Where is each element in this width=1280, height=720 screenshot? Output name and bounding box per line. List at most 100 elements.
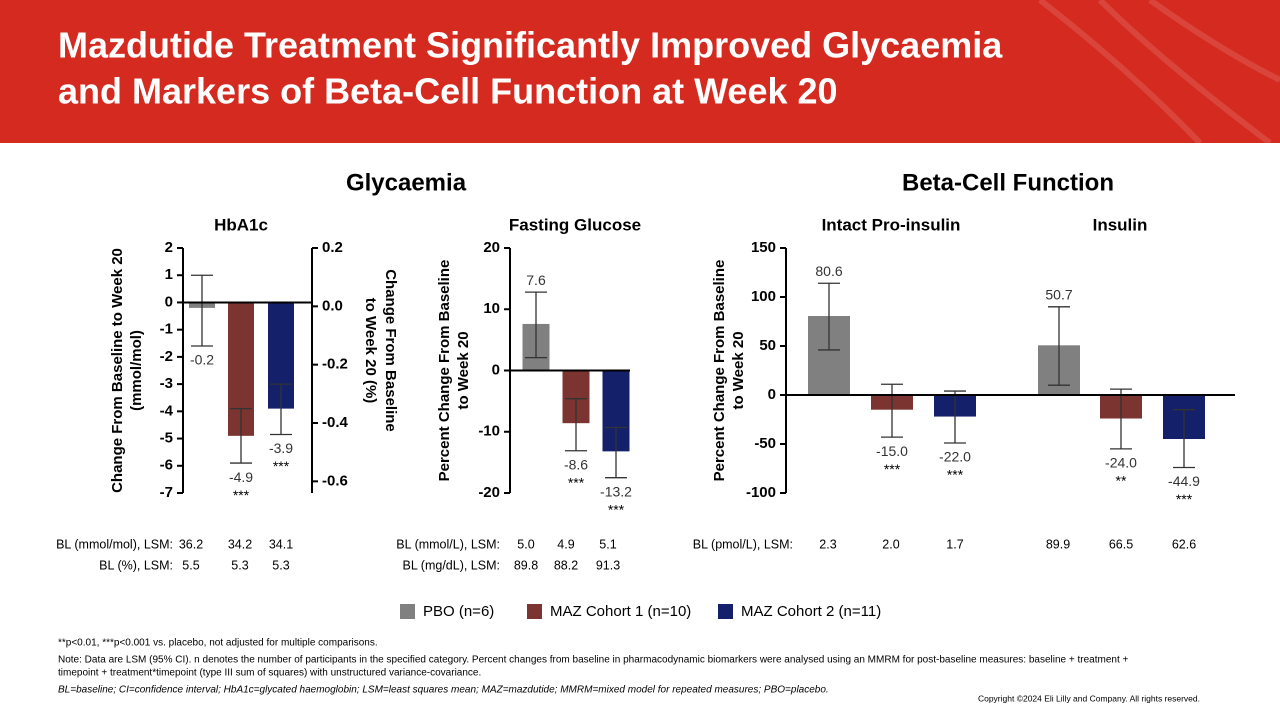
y-tick-label: 100 (751, 288, 776, 305)
y-tick-label: 20 (483, 239, 500, 256)
y-axis-label: to Week 20 (455, 331, 472, 409)
baseline-value: 88.2 (554, 558, 578, 572)
value-label: -3.9 (269, 440, 293, 456)
y-tick-label: -4 (160, 402, 174, 419)
error-bar (881, 383, 903, 438)
y2-tick-label: -0.2 (322, 356, 348, 373)
baseline-value: 36.2 (179, 537, 203, 551)
value-label: 50.7 (1045, 287, 1072, 303)
footnote: timepoint + treatment*timepoint (type II… (58, 668, 481, 679)
value-label: 7.6 (526, 272, 546, 288)
dna-decoration (1038, 0, 1280, 146)
value-label: -15.0 (876, 443, 908, 459)
baseline-value: 34.2 (228, 537, 252, 551)
footnote: Note: Data are LSM (95% CI). n denotes t… (58, 655, 1129, 666)
baseline-value: 5.0 (517, 537, 534, 551)
legend-swatch (527, 604, 542, 619)
y2-axis-label: to Week 20 (%) (362, 298, 379, 404)
y2-axis-label: Change From Baseline (382, 269, 399, 432)
chart-title: Fasting Glucose (509, 215, 641, 234)
y-axis-label: (mmol/mol) (128, 330, 145, 411)
significance: *** (568, 474, 585, 490)
y-tick-label: -6 (160, 457, 173, 474)
value-label: -13.2 (600, 483, 632, 499)
error-bar (605, 426, 627, 479)
y2-tick-label: -0.4 (322, 414, 349, 431)
copyright: Copyright ©2024 Eli Lilly and Company. A… (978, 693, 1200, 703)
error-bar (1048, 306, 1070, 386)
baseline-value: 4.9 (557, 537, 574, 551)
y-tick-label: -1 (160, 321, 173, 338)
y-tick-label: 0 (492, 361, 500, 378)
baseline-value: 5.1 (599, 537, 616, 551)
legend-label: PBO (n=6) (423, 603, 494, 620)
value-label: -44.9 (1168, 473, 1200, 489)
significance: *** (273, 458, 290, 474)
error-bar (191, 274, 213, 347)
y-tick-label: -3 (160, 375, 173, 392)
y-axis-label: Change From Baseline to Week 20 (109, 248, 126, 493)
baseline-value: 1.7 (946, 537, 963, 551)
baseline-value: 5.3 (272, 558, 289, 572)
legend-label: MAZ Cohort 1 (n=10) (550, 603, 691, 620)
significance: *** (947, 467, 964, 483)
legend-label: MAZ Cohort 2 (n=11) (741, 603, 881, 620)
baseline-value: 2.3 (819, 537, 836, 551)
baseline-value: 89.8 (514, 558, 538, 572)
y-tick-label: -2 (160, 348, 173, 365)
significance: *** (608, 501, 625, 517)
error-bar (230, 407, 252, 464)
baseline-value: 62.6 (1172, 537, 1196, 551)
y-axis-label: to Week 20 (730, 331, 747, 409)
error-bar (944, 390, 966, 444)
y-tick-label: 50 (759, 337, 776, 354)
baseline-label: BL (mmol/L), LSM: (396, 537, 500, 551)
value-label: -8.6 (564, 456, 588, 472)
footnote: BL=baseline; CI=confidence interval; HbA… (58, 685, 829, 696)
slide-title: Mazdutide Treatment Significantly Improv… (58, 25, 1003, 66)
y-tick-label: 0 (165, 293, 173, 310)
baseline-value: 2.0 (882, 537, 899, 551)
baseline-label: BL (mg/dL), LSM: (403, 558, 501, 572)
y-tick-label: -20 (478, 484, 500, 501)
y-axis-label: Percent Change From Baseline (436, 260, 453, 482)
y-tick-label: 1 (165, 266, 173, 283)
legend-swatch (718, 604, 733, 619)
legend-swatch (400, 604, 415, 619)
significance: *** (884, 461, 901, 477)
value-label: -4.9 (229, 469, 253, 485)
error-bar (565, 398, 587, 452)
header-band (0, 0, 1280, 143)
baseline-value: 5.5 (182, 558, 199, 572)
footnote: **p<0.01, ***p<0.001 vs. placebo, not ad… (58, 638, 378, 649)
error-bar (1110, 388, 1132, 450)
baseline-label: BL (mmol/mol), LSM: (56, 537, 173, 551)
y-axis-label: Percent Change From Baseline (711, 260, 728, 482)
error-bar (270, 383, 292, 436)
baseline-label: BL (%), LSM: (99, 558, 173, 572)
y-tick-label: -10 (478, 423, 500, 440)
y-tick-label: -100 (746, 484, 776, 501)
error-bar (525, 291, 547, 359)
significance: *** (1176, 491, 1193, 507)
y-tick-label: 2 (165, 239, 173, 256)
y2-tick-label: 0.0 (322, 297, 343, 314)
baseline-label: BL (pmol/L), LSM: (693, 537, 793, 551)
error-bar (818, 282, 840, 351)
value-label: 80.6 (815, 263, 842, 279)
section-heading: Glycaemia (346, 169, 467, 196)
baseline-value: 34.1 (269, 537, 293, 551)
y2-tick-label: -0.6 (322, 472, 348, 489)
y2-tick-label: 0.2 (322, 239, 343, 256)
baseline-value: 89.9 (1046, 537, 1070, 551)
y-tick-label: -7 (160, 484, 173, 501)
section-heading: Beta-Cell Function (902, 169, 1114, 196)
baseline-value: 5.3 (231, 558, 248, 572)
significance: *** (233, 487, 250, 503)
error-bar (1173, 409, 1195, 469)
y-tick-label: -5 (160, 430, 173, 447)
value-label: -22.0 (939, 449, 971, 465)
baseline-value: 66.5 (1109, 537, 1133, 551)
significance: ** (1116, 473, 1127, 489)
